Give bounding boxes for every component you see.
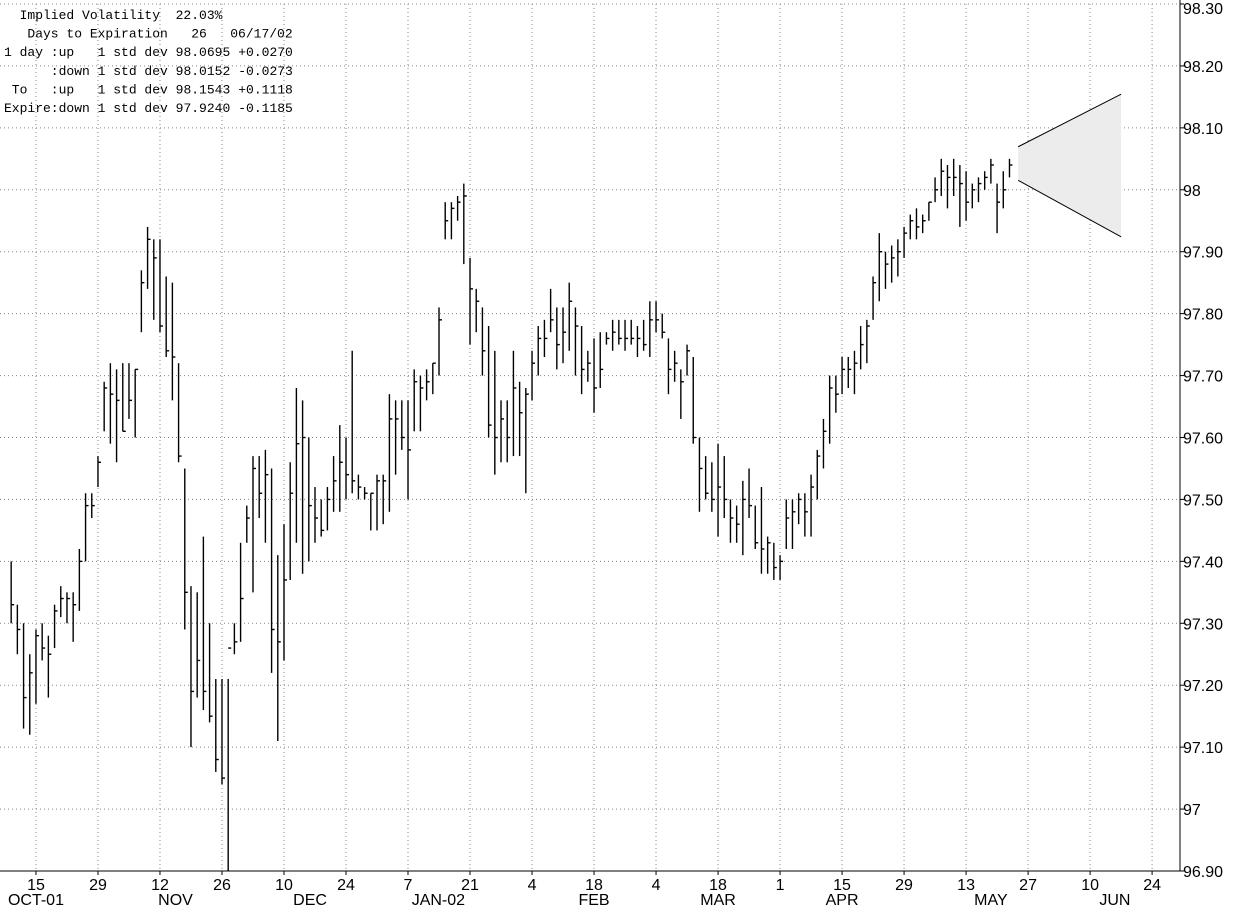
annotation-change: -0.0273 [238,64,293,79]
y-tick-label: 98.30 [1183,1,1223,18]
y-tick-label: 97.50 [1183,492,1223,509]
volatility-cone [1018,94,1122,237]
annotation-price: 97.9240 [176,101,231,116]
y-tick-label: 98.10 [1183,121,1223,138]
x-tick-label: 29 [895,877,913,894]
x-tick-label: 18 [709,877,727,894]
annotation-change: -0.1185 [238,101,293,116]
annotation-price: 98.1543 [176,82,231,97]
annotation-text: Days to Expiration 26 06/17/02 [4,27,293,42]
x-tick-label: 1 [776,877,785,894]
month-label: FEB [578,892,609,909]
x-tick-label: 4 [528,877,537,894]
x-tick-label: 10 [275,877,293,894]
annotation-price: 98.0695 [176,45,231,60]
y-tick-label: 97.10 [1183,740,1223,757]
y-tick-label: 98.20 [1183,59,1223,76]
annotation: Implied Volatility 22.03% [4,8,223,23]
x-tick-label: 26 [213,877,231,894]
month-label: MAY [974,892,1008,909]
annotation: 1 day :up 1 std dev 98.0695 +0.0270 [4,45,293,60]
annotation-text: 1 day :up 1 std dev [4,45,176,60]
x-tick-label: 4 [652,877,661,894]
annotation: To :up 1 std dev 98.1543 +0.1118 [4,82,293,97]
x-tick-label: 15 [27,877,45,894]
annotation-price: 98.0152 [176,64,231,79]
annotation-text: :down 1 std dev [4,64,176,79]
annotation-change: +0.1118 [238,82,293,97]
x-tick-label: 7 [404,877,413,894]
y-tick-label: 97.20 [1183,678,1223,695]
x-tick-label: 18 [585,877,603,894]
x-tick-label: 13 [957,877,975,894]
annotation-text: Expire:down 1 std dev [4,101,176,116]
y-tick-label: 97.80 [1183,307,1223,324]
x-tick-label: 24 [1143,877,1161,894]
annotation: Expire:down 1 std dev 97.9240 -0.1185 [4,101,293,116]
x-tick-label: 24 [337,877,355,894]
cone-edge [1017,179,1122,238]
x-tick-label: 15 [833,877,851,894]
month-label: APR [826,892,859,909]
x-tick-label: 10 [1081,877,1099,894]
cone-edge [1017,93,1122,148]
y-tick-label: 97.30 [1183,616,1223,633]
annotation: Days to Expiration 26 06/17/02 [4,27,293,42]
y-tick-label: 96.90 [1183,864,1223,881]
x-tick-label: 21 [461,877,479,894]
annotation-change: +0.0270 [238,45,293,60]
annotation-text: To :up 1 std dev [4,82,176,97]
y-tick-label: 97.40 [1183,554,1223,571]
month-label: JUN [1099,892,1130,909]
y-tick-label: 97.70 [1183,369,1223,386]
month-label: NOV [158,892,193,909]
month-label: DEC [293,892,327,909]
month-label: JAN-02 [412,892,465,909]
month-label: OCT-01 [8,892,64,909]
y-tick-label: 97.60 [1183,431,1223,448]
x-tick-label: 29 [89,877,107,894]
y-tick-label: 97 [1183,802,1201,819]
annotation: :down 1 std dev 98.0152 -0.0273 [4,64,293,79]
x-tick-label: 12 [151,877,169,894]
x-tick-label: 27 [1019,877,1037,894]
y-tick-label: 98 [1183,183,1201,200]
annotation-text: Implied Volatility 22.03% [4,8,223,23]
y-tick-label: 97.90 [1183,245,1223,262]
month-label: MAR [700,892,736,909]
